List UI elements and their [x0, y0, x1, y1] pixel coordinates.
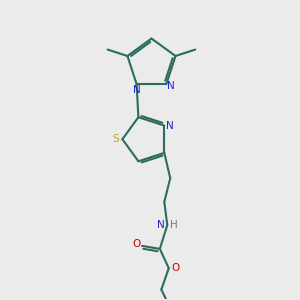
Text: N: N [158, 220, 165, 230]
Text: O: O [133, 239, 141, 249]
Text: H: H [170, 220, 178, 230]
Text: N: N [167, 121, 174, 130]
Text: O: O [171, 263, 179, 273]
Text: N: N [167, 81, 175, 91]
Text: N: N [133, 85, 140, 94]
Text: S: S [112, 134, 119, 144]
